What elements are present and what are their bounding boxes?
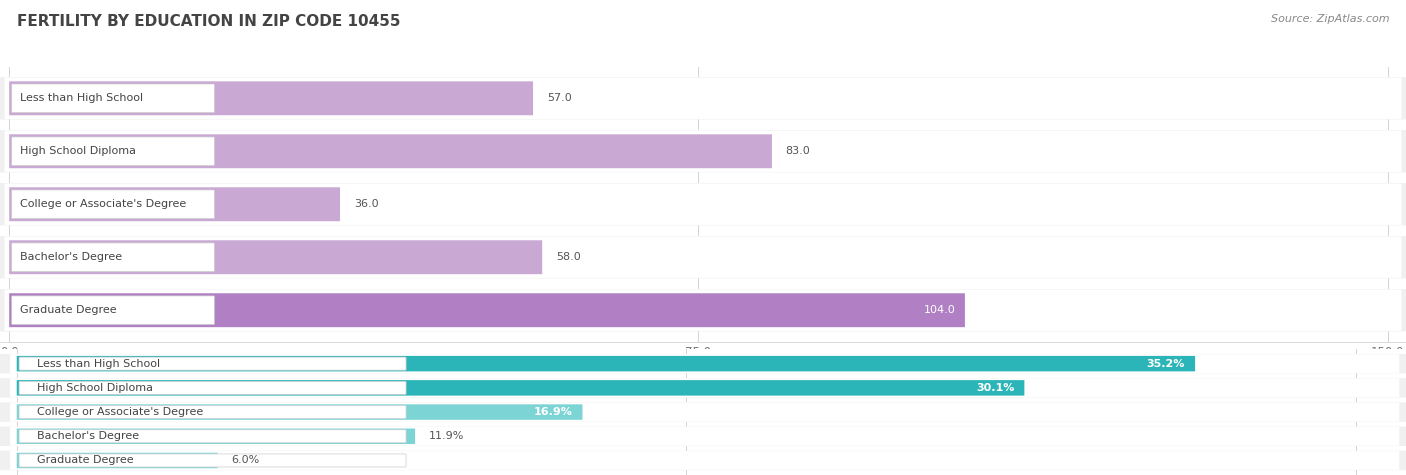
FancyBboxPatch shape: [4, 77, 1402, 119]
FancyBboxPatch shape: [20, 406, 406, 418]
FancyBboxPatch shape: [0, 378, 1406, 398]
FancyBboxPatch shape: [10, 427, 1399, 446]
Text: Source: ZipAtlas.com: Source: ZipAtlas.com: [1271, 14, 1389, 24]
Text: FERTILITY BY EDUCATION IN ZIP CODE 10455: FERTILITY BY EDUCATION IN ZIP CODE 10455: [17, 14, 401, 29]
FancyBboxPatch shape: [0, 402, 1406, 422]
FancyBboxPatch shape: [0, 77, 1406, 120]
Text: Less than High School: Less than High School: [20, 93, 143, 103]
FancyBboxPatch shape: [0, 183, 1406, 226]
Text: High School Diploma: High School Diploma: [20, 146, 136, 156]
FancyBboxPatch shape: [10, 187, 340, 221]
Text: College or Associate's Degree: College or Associate's Degree: [37, 407, 202, 417]
FancyBboxPatch shape: [10, 354, 1399, 373]
FancyBboxPatch shape: [11, 190, 214, 218]
FancyBboxPatch shape: [0, 289, 1406, 332]
FancyBboxPatch shape: [17, 356, 1195, 371]
FancyBboxPatch shape: [0, 427, 1406, 446]
Text: Graduate Degree: Graduate Degree: [20, 305, 117, 315]
Text: 83.0: 83.0: [786, 146, 810, 156]
FancyBboxPatch shape: [10, 403, 1399, 421]
Text: 16.9%: 16.9%: [533, 407, 572, 417]
FancyBboxPatch shape: [20, 454, 406, 467]
FancyBboxPatch shape: [10, 379, 1399, 397]
Text: 36.0: 36.0: [354, 199, 378, 209]
FancyBboxPatch shape: [20, 430, 406, 443]
Text: 104.0: 104.0: [924, 305, 956, 315]
FancyBboxPatch shape: [10, 81, 533, 115]
FancyBboxPatch shape: [0, 354, 1406, 373]
FancyBboxPatch shape: [17, 380, 1025, 396]
FancyBboxPatch shape: [4, 290, 1402, 331]
FancyBboxPatch shape: [4, 183, 1402, 225]
FancyBboxPatch shape: [10, 240, 543, 274]
Text: Graduate Degree: Graduate Degree: [37, 456, 134, 466]
FancyBboxPatch shape: [0, 451, 1406, 470]
FancyBboxPatch shape: [11, 243, 214, 272]
Text: 57.0: 57.0: [547, 93, 571, 103]
FancyBboxPatch shape: [10, 451, 1399, 470]
Text: Bachelor's Degree: Bachelor's Degree: [37, 431, 139, 441]
Text: 6.0%: 6.0%: [231, 456, 259, 466]
FancyBboxPatch shape: [11, 296, 214, 324]
FancyBboxPatch shape: [10, 293, 965, 327]
FancyBboxPatch shape: [4, 237, 1402, 278]
Text: 58.0: 58.0: [555, 252, 581, 262]
FancyBboxPatch shape: [0, 130, 1406, 172]
Text: Less than High School: Less than High School: [37, 359, 160, 369]
Text: High School Diploma: High School Diploma: [37, 383, 153, 393]
Text: College or Associate's Degree: College or Associate's Degree: [20, 199, 187, 209]
FancyBboxPatch shape: [20, 357, 406, 370]
Text: 11.9%: 11.9%: [429, 431, 464, 441]
FancyBboxPatch shape: [17, 404, 582, 420]
FancyBboxPatch shape: [17, 453, 218, 468]
Text: 30.1%: 30.1%: [976, 383, 1014, 393]
FancyBboxPatch shape: [11, 137, 214, 166]
Text: 35.2%: 35.2%: [1147, 359, 1185, 369]
FancyBboxPatch shape: [0, 236, 1406, 278]
FancyBboxPatch shape: [10, 134, 772, 168]
FancyBboxPatch shape: [17, 428, 415, 444]
FancyBboxPatch shape: [4, 131, 1402, 172]
FancyBboxPatch shape: [11, 84, 214, 113]
Text: Bachelor's Degree: Bachelor's Degree: [20, 252, 122, 262]
FancyBboxPatch shape: [20, 381, 406, 394]
